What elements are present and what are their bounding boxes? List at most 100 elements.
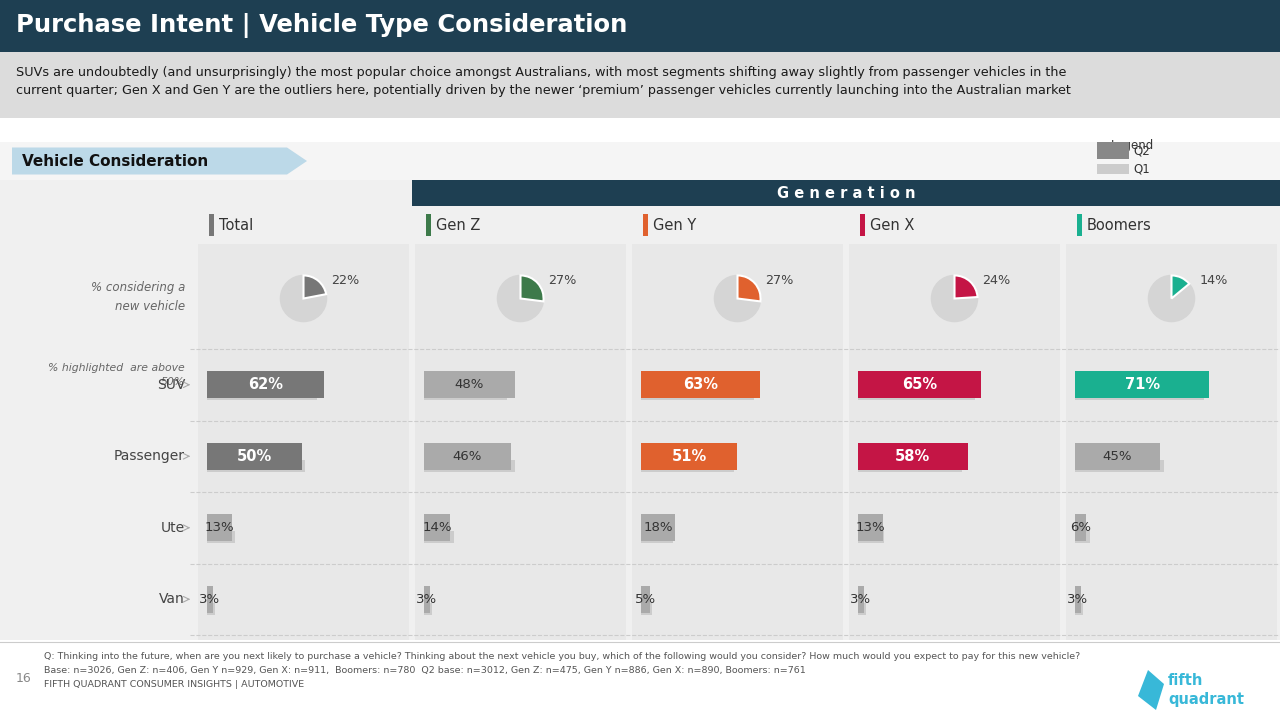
Bar [207, 586, 212, 613]
Bar [641, 586, 650, 613]
Text: % considering a
new vehicle: % considering a new vehicle [91, 281, 186, 312]
Text: 16: 16 [15, 672, 32, 685]
Bar [858, 460, 963, 472]
Text: Boomers: Boomers [1087, 217, 1152, 233]
Text: Gen Y: Gen Y [653, 217, 696, 233]
Bar [860, 214, 865, 236]
Text: 48%: 48% [454, 378, 484, 391]
Text: Q: Thinking into the future, when are you next likely to purchase a vehicle? Thi: Q: Thinking into the future, when are yo… [44, 652, 1080, 689]
Bar [0, 118, 1280, 142]
Bar [207, 514, 232, 541]
Bar [1076, 214, 1082, 236]
Circle shape [1148, 276, 1194, 322]
Bar [858, 372, 980, 398]
Bar [0, 642, 1280, 720]
Bar [1097, 142, 1129, 159]
Bar [0, 142, 1280, 180]
Bar [1075, 372, 1210, 398]
Text: 13%: 13% [205, 521, 234, 534]
Text: 3%: 3% [850, 593, 872, 606]
Text: 14%: 14% [1199, 274, 1228, 287]
Bar [207, 603, 215, 615]
Text: 3%: 3% [200, 593, 220, 606]
Bar [415, 244, 626, 640]
Text: 27%: 27% [765, 274, 794, 287]
Circle shape [280, 276, 326, 322]
Text: 62%: 62% [248, 377, 283, 392]
Wedge shape [521, 276, 544, 302]
Text: 5%: 5% [635, 593, 657, 606]
Circle shape [932, 276, 978, 322]
Circle shape [714, 276, 760, 322]
Bar [1066, 244, 1277, 640]
Bar [641, 443, 737, 469]
Text: 45%: 45% [1103, 450, 1133, 463]
Bar [424, 514, 451, 541]
Bar [207, 443, 302, 469]
Text: Ute: Ute [161, 521, 186, 535]
Text: 27%: 27% [549, 274, 577, 287]
Bar [424, 531, 454, 544]
Bar [641, 460, 733, 472]
Bar [641, 531, 673, 544]
Text: 71%: 71% [1125, 377, 1160, 392]
Bar [207, 388, 316, 400]
Wedge shape [1171, 276, 1189, 299]
Bar [424, 603, 431, 615]
Wedge shape [955, 276, 978, 299]
Text: SUVs are undoubtedly (and unsurprisingly) the most popular choice amongst Austra: SUVs are undoubtedly (and unsurprisingly… [15, 66, 1066, 79]
Text: G e n e r a t i o n: G e n e r a t i o n [777, 186, 915, 200]
Bar [1075, 460, 1164, 472]
Bar [1075, 388, 1203, 400]
Circle shape [498, 276, 544, 322]
Bar [207, 460, 305, 472]
Text: Total: Total [219, 217, 253, 233]
Bar [1097, 164, 1129, 174]
Text: 46%: 46% [453, 450, 483, 463]
Bar [424, 388, 507, 400]
Text: 24%: 24% [983, 274, 1011, 287]
Bar [849, 244, 1060, 640]
Bar [641, 388, 754, 400]
Bar [858, 531, 884, 544]
Bar [1075, 586, 1080, 613]
Bar [1075, 531, 1091, 544]
Text: 14%: 14% [422, 521, 452, 534]
Text: 6%: 6% [1070, 521, 1091, 534]
Bar [641, 372, 760, 398]
Bar [424, 372, 515, 398]
Polygon shape [1138, 670, 1164, 710]
Bar [424, 443, 511, 469]
Bar [0, 180, 1280, 640]
Text: 22%: 22% [332, 274, 360, 287]
Text: 58%: 58% [895, 449, 931, 464]
Text: 3%: 3% [1068, 593, 1088, 606]
Bar [858, 603, 865, 615]
Bar [632, 244, 844, 640]
Bar [209, 214, 214, 236]
Text: current quarter; Gen X and Gen Y are the outliers here, potentially driven by th: current quarter; Gen X and Gen Y are the… [15, 84, 1071, 97]
Bar [0, 52, 1280, 118]
Text: Q1: Q1 [1133, 163, 1149, 176]
Bar [1075, 443, 1160, 469]
Bar [207, 372, 324, 398]
Text: 63%: 63% [684, 377, 718, 392]
Bar [412, 180, 1280, 206]
Text: 65%: 65% [902, 377, 937, 392]
Text: Legend: Legend [1111, 138, 1155, 151]
Bar [1075, 514, 1087, 541]
Text: 13%: 13% [855, 521, 884, 534]
Bar [1075, 603, 1083, 615]
Bar [858, 586, 864, 613]
Text: Gen X: Gen X [870, 217, 914, 233]
Text: Passenger: Passenger [114, 449, 186, 463]
Wedge shape [303, 276, 326, 299]
Bar [426, 214, 431, 236]
Bar [424, 586, 430, 613]
Polygon shape [12, 148, 307, 174]
Text: fifth
quadrant: fifth quadrant [1169, 673, 1244, 707]
Text: 3%: 3% [416, 593, 438, 606]
Bar [858, 443, 968, 469]
Bar [858, 388, 975, 400]
Text: Gen Z: Gen Z [436, 217, 480, 233]
